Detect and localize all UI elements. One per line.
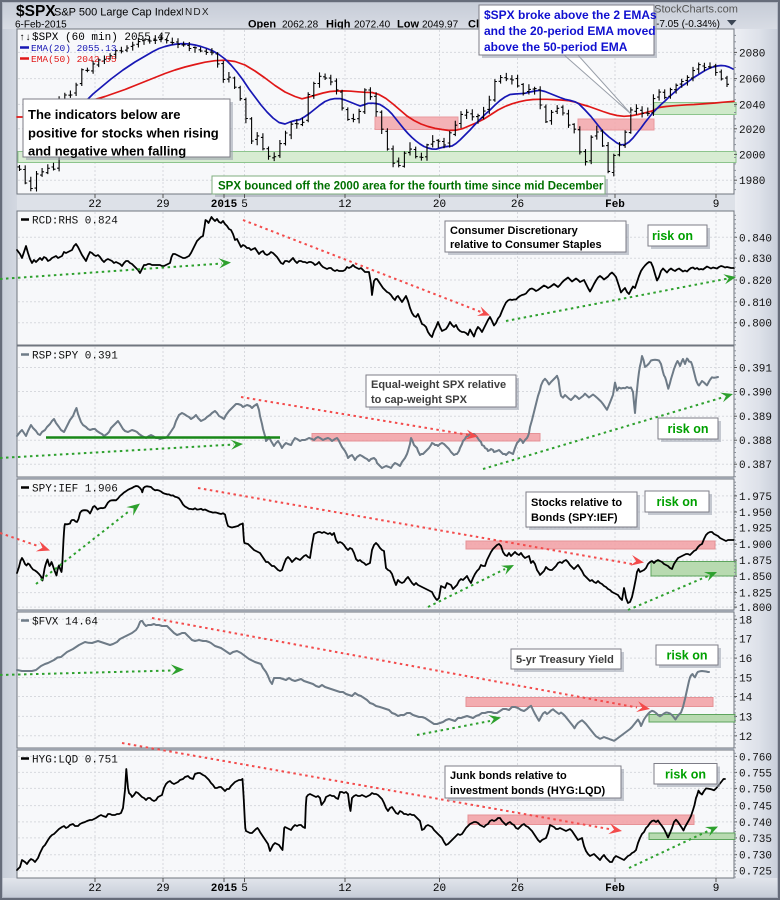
svg-text:risk on: risk on xyxy=(657,495,698,509)
svg-text:risk on: risk on xyxy=(668,422,709,436)
svg-text:INDX: INDX xyxy=(181,7,210,18)
svg-text:SPY:IEF 1.906: SPY:IEF 1.906 xyxy=(32,484,118,496)
svg-text:1.975: 1.975 xyxy=(739,492,772,504)
svg-text:2080: 2080 xyxy=(739,48,765,60)
svg-text:RCD:RHS 0.824: RCD:RHS 0.824 xyxy=(32,216,118,228)
svg-text:to cap-weight SPX: to cap-weight SPX xyxy=(371,394,468,406)
svg-text:1.950: 1.950 xyxy=(739,508,772,520)
svg-text:EMA(50) 2042.55: EMA(50) 2042.55 xyxy=(31,54,117,65)
svg-text:relative to Consumer Staples: relative to Consumer Staples xyxy=(450,239,602,251)
svg-text:0.735: 0.735 xyxy=(739,834,772,846)
svg-text:risk on: risk on xyxy=(665,768,706,782)
svg-text:0.820: 0.820 xyxy=(739,276,772,288)
svg-text:0.840: 0.840 xyxy=(739,233,772,245)
svg-text:Feb: Feb xyxy=(605,199,625,211)
svg-text:0.730: 0.730 xyxy=(739,851,772,863)
svg-text:2060: 2060 xyxy=(739,75,765,87)
svg-text:EMA(20) 2055.13: EMA(20) 2055.13 xyxy=(31,43,117,54)
svg-text:18: 18 xyxy=(739,615,752,627)
svg-text:Equal-weight SPX relative: Equal-weight SPX relative xyxy=(371,379,506,391)
svg-text:1.925: 1.925 xyxy=(739,524,772,536)
svg-text:5: 5 xyxy=(241,199,248,211)
svg-text:1.825: 1.825 xyxy=(739,589,772,601)
svg-text:12: 12 xyxy=(338,199,351,211)
svg-text:risk on: risk on xyxy=(667,649,708,663)
svg-text:2040: 2040 xyxy=(739,100,765,112)
svg-text:positive for stocks when risin: positive for stocks when rising xyxy=(28,126,219,141)
svg-text:1980: 1980 xyxy=(739,176,765,188)
svg-text:20: 20 xyxy=(433,883,446,895)
svg-text:13: 13 xyxy=(739,712,752,724)
svg-text:26: 26 xyxy=(511,883,524,895)
svg-text:2015: 2015 xyxy=(211,883,238,895)
svg-text:$SPX broke above the 2 EMAs: $SPX broke above the 2 EMAs xyxy=(484,8,657,22)
svg-text:0.390: 0.390 xyxy=(739,388,772,400)
svg-text:0.745: 0.745 xyxy=(739,802,772,814)
svg-text:and negative when falling: and negative when falling xyxy=(28,144,186,159)
svg-text:0.830: 0.830 xyxy=(739,254,772,266)
svg-text:0.740: 0.740 xyxy=(739,818,772,830)
svg-text:risk on: risk on xyxy=(652,229,693,243)
svg-text:14: 14 xyxy=(739,693,753,705)
svg-text:22: 22 xyxy=(88,199,101,211)
svg-text:0.760: 0.760 xyxy=(739,752,772,764)
svg-text:Stocks relative to: Stocks relative to xyxy=(531,497,622,509)
svg-text:$SPX (60 min) 2055.47: $SPX (60 min) 2055.47 xyxy=(32,32,171,44)
svg-text:$SPX: $SPX xyxy=(16,3,56,20)
svg-text:2020: 2020 xyxy=(739,125,765,137)
svg-text:9: 9 xyxy=(713,199,720,211)
svg-text:0.755: 0.755 xyxy=(739,768,772,780)
svg-text:Junk bonds relative to: Junk bonds relative to xyxy=(450,770,567,782)
svg-text:↑↓: ↑↓ xyxy=(19,33,31,44)
svg-text:©StockCharts.com: ©StockCharts.com xyxy=(646,4,738,16)
svg-text:RSP:SPY 0.391: RSP:SPY 0.391 xyxy=(32,351,118,363)
svg-text:SPX bounced off the 2000 area: SPX bounced off the 2000 area for the fo… xyxy=(218,181,604,193)
svg-text:0.725: 0.725 xyxy=(739,867,772,879)
svg-text:Feb: Feb xyxy=(605,883,625,895)
svg-text:0.388: 0.388 xyxy=(739,436,772,448)
svg-text:12: 12 xyxy=(739,732,752,744)
svg-text:Bonds (SPY:IEF): Bonds (SPY:IEF) xyxy=(531,512,618,524)
svg-text:20: 20 xyxy=(433,199,446,211)
svg-text:26: 26 xyxy=(511,199,524,211)
svg-text:0.750: 0.750 xyxy=(739,784,772,796)
svg-text:$FVX 14.64: $FVX 14.64 xyxy=(32,617,98,629)
svg-text:HYG:LQD 0.751: HYG:LQD 0.751 xyxy=(32,755,118,767)
svg-text:0.391: 0.391 xyxy=(739,364,772,376)
svg-text:0.389: 0.389 xyxy=(739,412,772,424)
svg-text:5: 5 xyxy=(241,883,248,895)
svg-text:1.875: 1.875 xyxy=(739,556,772,568)
svg-text:1.900: 1.900 xyxy=(739,540,772,552)
svg-text:2015: 2015 xyxy=(211,199,238,211)
svg-text:0.387: 0.387 xyxy=(739,460,772,472)
svg-text:15: 15 xyxy=(739,674,752,686)
svg-text:9: 9 xyxy=(713,883,720,895)
svg-text:12: 12 xyxy=(338,883,351,895)
svg-text:above the 50-period EMA: above the 50-period EMA xyxy=(484,40,628,54)
svg-text:29: 29 xyxy=(156,883,169,895)
svg-text:5-yr Treasury Yield: 5-yr Treasury Yield xyxy=(516,654,614,666)
svg-text:0.800: 0.800 xyxy=(739,319,772,331)
svg-text:1.800: 1.800 xyxy=(739,603,772,615)
svg-text:22: 22 xyxy=(88,883,101,895)
svg-text:6-Feb-2015: 6-Feb-2015 xyxy=(15,20,67,31)
svg-text:17: 17 xyxy=(739,635,752,647)
svg-text:29: 29 xyxy=(156,199,169,211)
svg-text:2000: 2000 xyxy=(739,150,765,162)
svg-text:Consumer Discretionary: Consumer Discretionary xyxy=(450,225,579,237)
svg-text:investment bonds (HYG:LQD): investment bonds (HYG:LQD) xyxy=(450,785,606,797)
svg-text:S&P 500 Large Cap Index: S&P 500 Large Cap Index xyxy=(54,7,182,19)
svg-text:-7.05 (-0.34%): -7.05 (-0.34%) xyxy=(656,19,720,30)
svg-text:0.810: 0.810 xyxy=(739,298,772,310)
svg-text:16: 16 xyxy=(739,654,752,666)
svg-text:and the 20-period EMA moved: and the 20-period EMA moved xyxy=(484,24,656,38)
svg-text:The indicators below are: The indicators below are xyxy=(28,107,180,122)
svg-text:1.850: 1.850 xyxy=(739,572,772,584)
